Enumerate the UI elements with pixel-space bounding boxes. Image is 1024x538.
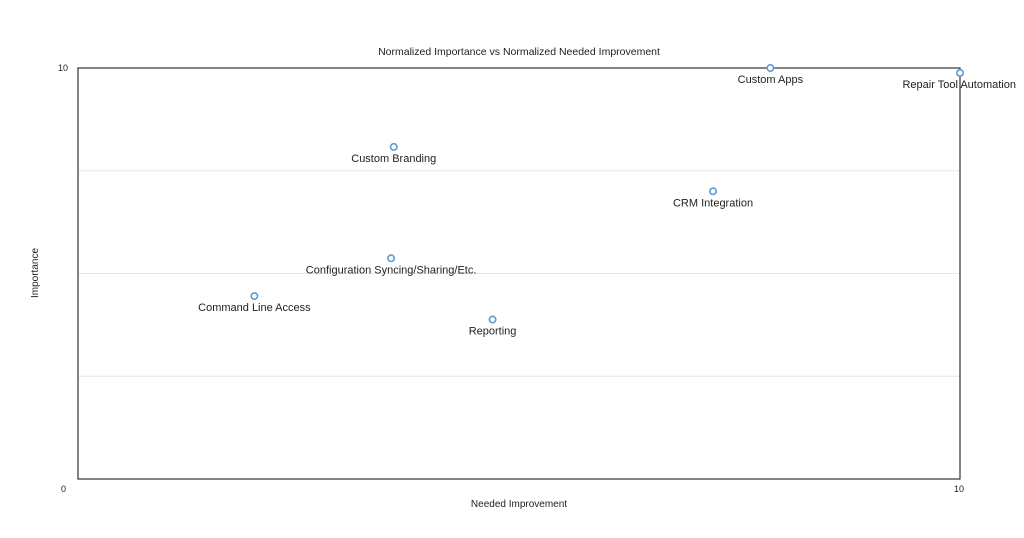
data-point	[709, 187, 718, 196]
data-point-label: Custom Branding	[351, 153, 436, 165]
data-point	[488, 315, 497, 324]
data-points: Custom Apps Repair Tool Automation Custom …	[198, 64, 1016, 338]
chart-title: Normalized Importance vs Normalized Need…	[378, 46, 660, 58]
x-axis-label: Needed Improvement	[471, 499, 567, 510]
data-point-label: Command Line Access	[198, 302, 311, 314]
y-axis-label: Importance	[30, 248, 41, 298]
plot-area	[77, 67, 961, 480]
data-point-label: Repair Tool Automation	[902, 79, 1016, 91]
grid-lines	[78, 170, 960, 377]
data-point-label: Configuration Syncing/Sharing/Etc.	[306, 264, 477, 276]
data-point	[387, 254, 396, 263]
data-point	[766, 64, 775, 73]
data-point-label: CRM Integration	[673, 197, 753, 209]
y-tick-label-min: 0	[61, 484, 66, 494]
x-tick-label-max: 10	[954, 484, 964, 494]
data-point	[955, 68, 964, 77]
data-point	[389, 142, 398, 151]
y-tick-label-max: 10	[58, 63, 68, 73]
data-point	[250, 292, 259, 301]
data-point-label: Reporting	[469, 326, 517, 338]
data-point-label: Custom Apps	[738, 74, 804, 86]
